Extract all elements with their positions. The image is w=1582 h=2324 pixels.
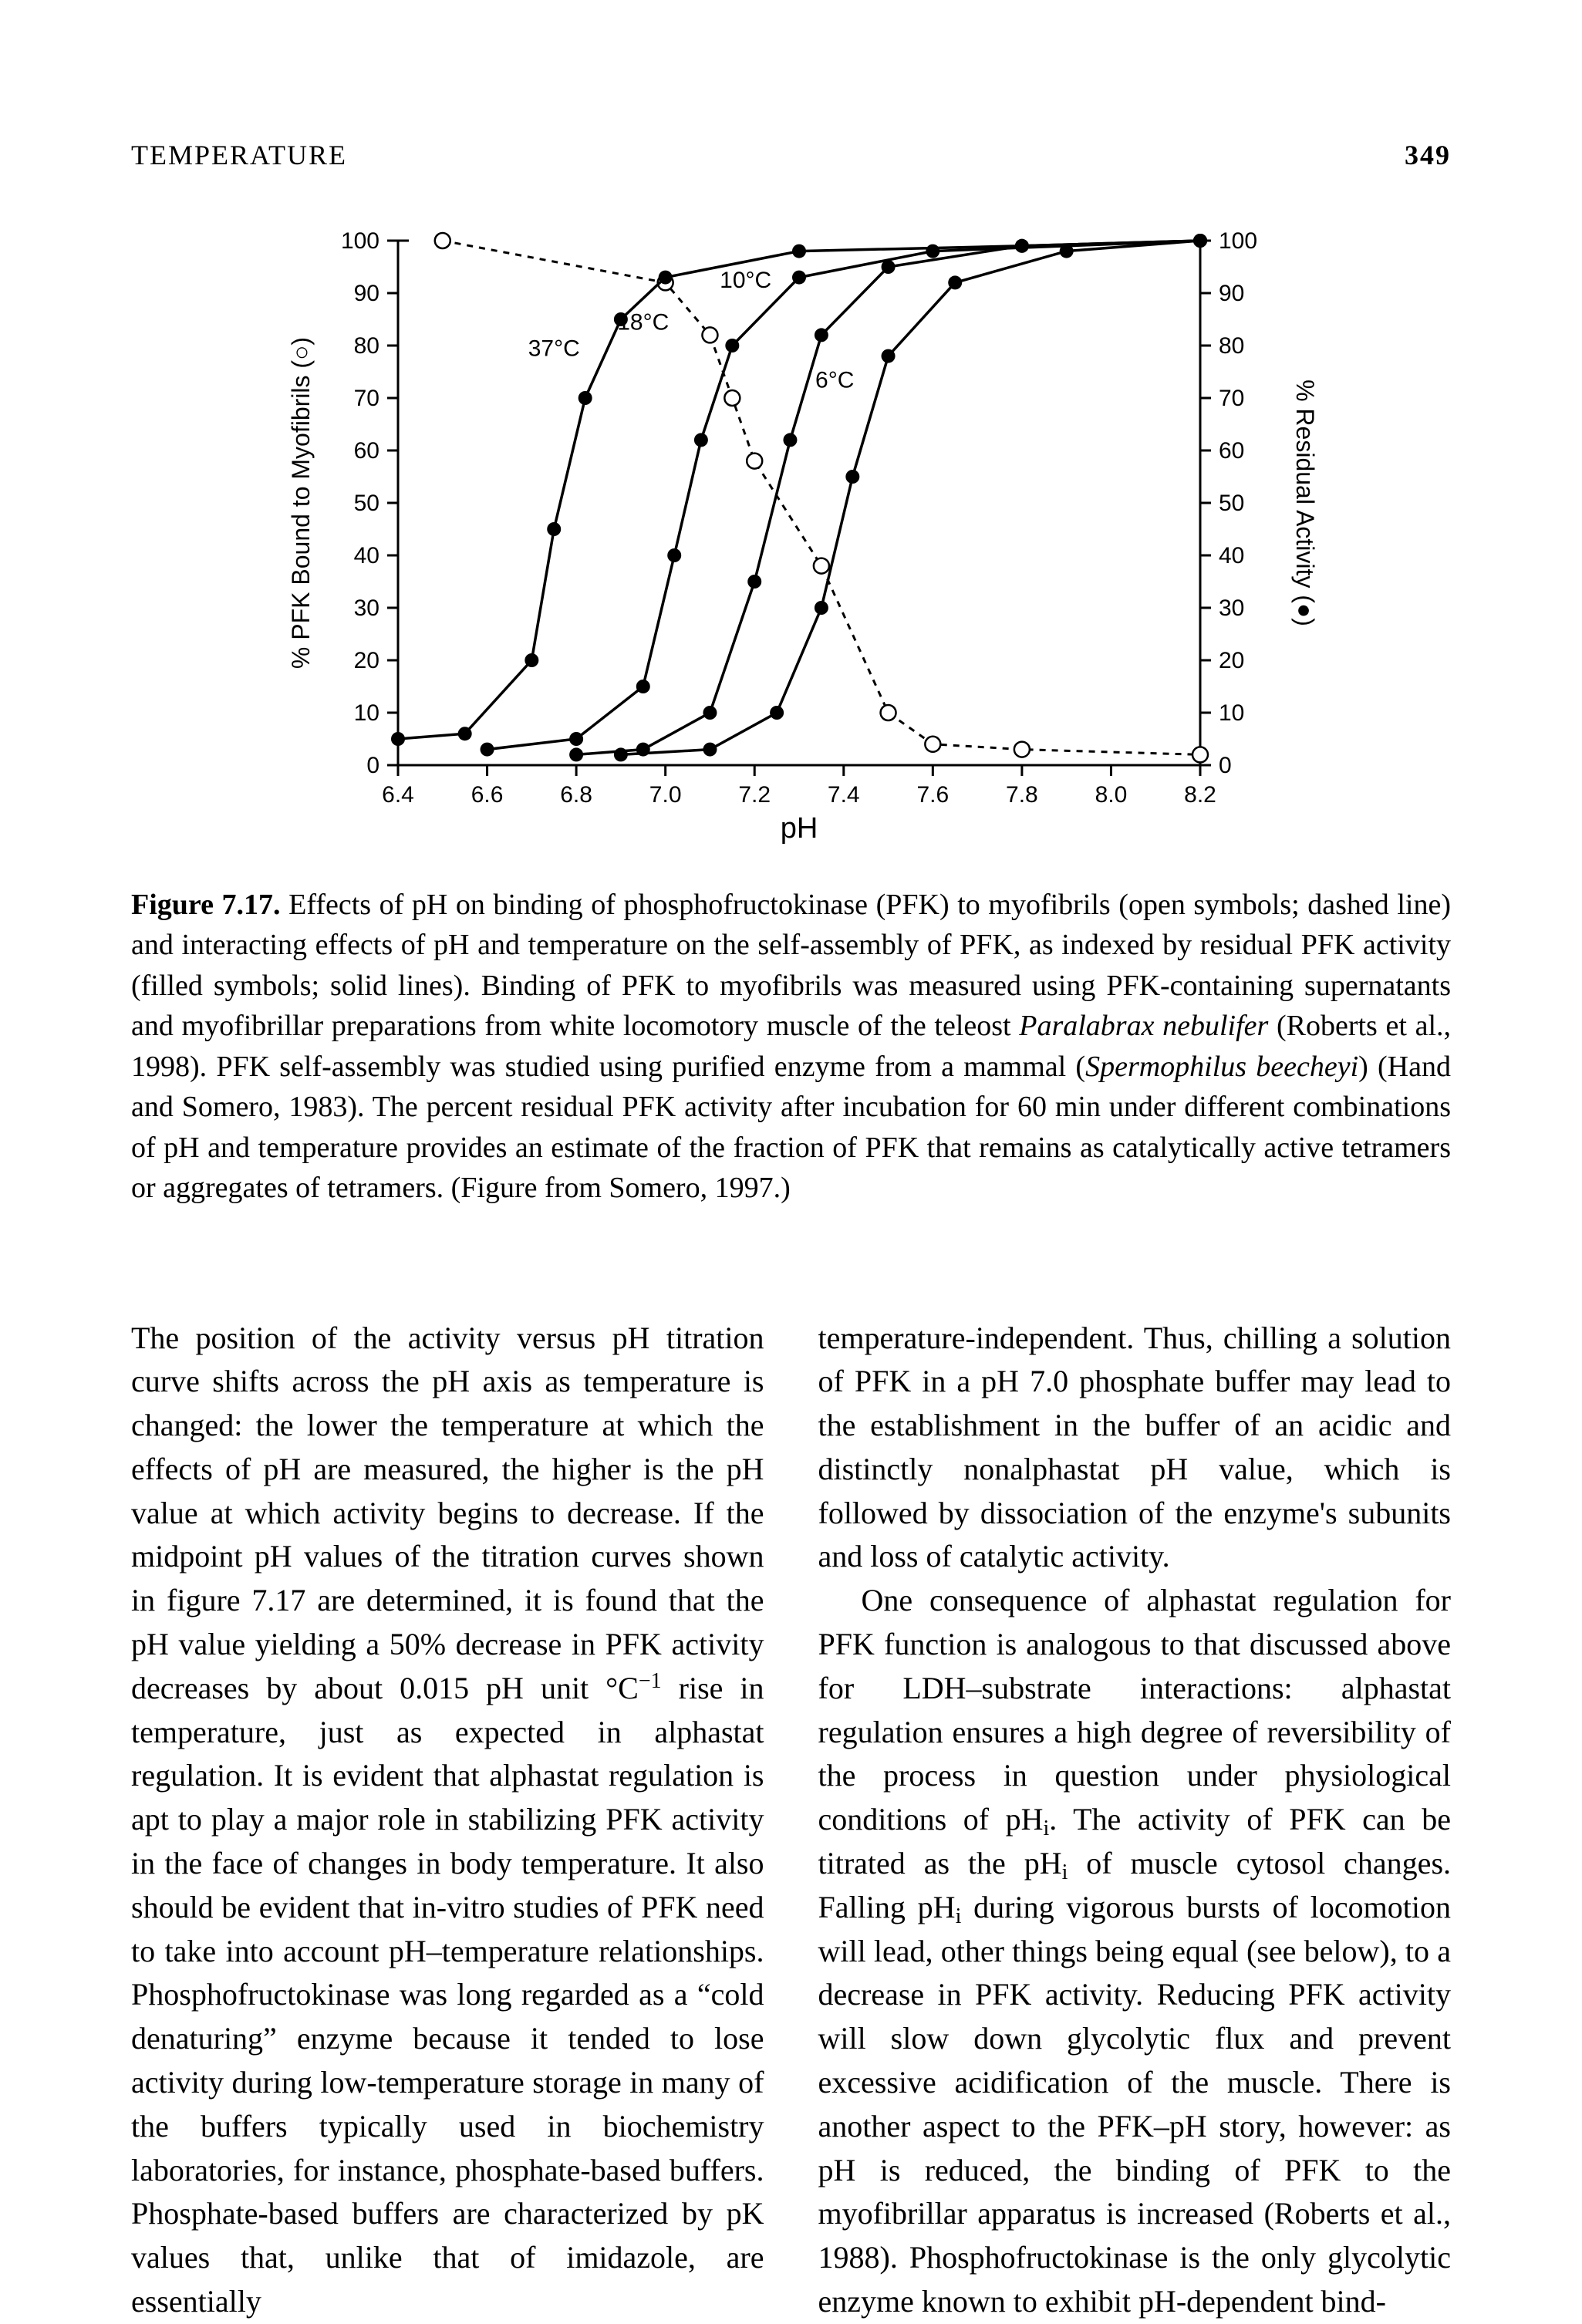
col1-para-1: The position of the activity versus pH t… bbox=[131, 1317, 764, 2324]
svg-text:60: 60 bbox=[1219, 438, 1244, 464]
header-page-number: 349 bbox=[1405, 139, 1451, 171]
svg-text:10: 10 bbox=[1219, 700, 1244, 726]
svg-text:20: 20 bbox=[1219, 648, 1244, 673]
svg-text:18°C: 18°C bbox=[617, 310, 669, 336]
figure-label: Figure 7.17. bbox=[131, 889, 281, 921]
svg-text:0: 0 bbox=[1219, 753, 1232, 778]
svg-text:40: 40 bbox=[1219, 543, 1244, 568]
svg-text:100: 100 bbox=[1219, 228, 1257, 254]
svg-text:30: 30 bbox=[353, 595, 379, 621]
svg-text:50: 50 bbox=[1219, 491, 1244, 516]
svg-text:30: 30 bbox=[1219, 595, 1244, 621]
svg-text:90: 90 bbox=[1219, 281, 1244, 306]
svg-text:70: 70 bbox=[353, 386, 379, 411]
svg-text:90: 90 bbox=[353, 281, 379, 306]
svg-text:6°C: 6°C bbox=[815, 367, 854, 393]
svg-text:80: 80 bbox=[353, 333, 379, 359]
svg-text:0: 0 bbox=[366, 753, 379, 778]
svg-text:pH: pH bbox=[780, 812, 818, 845]
svg-text:80: 80 bbox=[1219, 333, 1244, 359]
svg-text:7.8: 7.8 bbox=[1006, 782, 1038, 808]
svg-text:7.6: 7.6 bbox=[916, 782, 949, 808]
column-right: temperature-independent. Thus, chilling … bbox=[818, 1317, 1452, 2324]
svg-text:10°C: 10°C bbox=[720, 268, 771, 293]
header-section-title: TEMPERATURE bbox=[131, 139, 347, 171]
svg-text:8.0: 8.0 bbox=[1095, 782, 1127, 808]
svg-text:6.8: 6.8 bbox=[560, 782, 592, 808]
chart-svg: 6.4 6.6 6.8 7.0 7.2 7.4 7.6 7.8 8.0 8.2 pH 0 10 20 30 4… bbox=[251, 218, 1331, 850]
svg-text:% Residual Activity (●): % Residual Activity (●) bbox=[1291, 379, 1319, 626]
svg-text:70: 70 bbox=[1219, 386, 1244, 411]
svg-text:% PFK Bound to Myofibrils (○): % PFK Bound to Myofibrils (○) bbox=[287, 337, 315, 669]
svg-text:20: 20 bbox=[353, 648, 379, 673]
svg-text:7.0: 7.0 bbox=[649, 782, 681, 808]
svg-text:60: 60 bbox=[353, 438, 379, 464]
svg-text:6.6: 6.6 bbox=[471, 782, 503, 808]
figure-caption: Figure 7.17. Effects of pH on binding of… bbox=[131, 885, 1451, 1209]
body-columns: The position of the activity versus pH t… bbox=[131, 1317, 1451, 2324]
svg-text:37°C: 37°C bbox=[528, 336, 579, 362]
figure-7-17: 6.4 6.6 6.8 7.0 7.2 7.4 7.6 7.8 8.0 8.2 pH 0 10 20 30 4… bbox=[131, 218, 1451, 850]
col2-para-2: One consequence of alphastat regulation … bbox=[818, 1579, 1452, 2324]
caption-italic-2: Spermophilus beecheyi bbox=[1085, 1051, 1358, 1083]
svg-text:6.4: 6.4 bbox=[382, 782, 414, 808]
running-header: TEMPERATURE 349 bbox=[131, 139, 1451, 171]
column-left: The position of the activity versus pH t… bbox=[131, 1317, 764, 2324]
svg-text:7.2: 7.2 bbox=[738, 782, 771, 808]
svg-text:50: 50 bbox=[353, 491, 379, 516]
svg-text:8.2: 8.2 bbox=[1184, 782, 1216, 808]
col2-para-1: temperature-independent. Thus, chilling … bbox=[818, 1317, 1452, 1580]
svg-text:10: 10 bbox=[353, 700, 379, 726]
svg-text:40: 40 bbox=[353, 543, 379, 568]
caption-italic-1: Paralabrax nebulifer bbox=[1019, 1010, 1268, 1042]
svg-text:7.4: 7.4 bbox=[827, 782, 859, 808]
svg-text:100: 100 bbox=[340, 228, 379, 254]
page: TEMPERATURE 349 6.4 6.6 6.8 7.0 7.2 7.4 7.6 7.8… bbox=[0, 0, 1582, 2317]
